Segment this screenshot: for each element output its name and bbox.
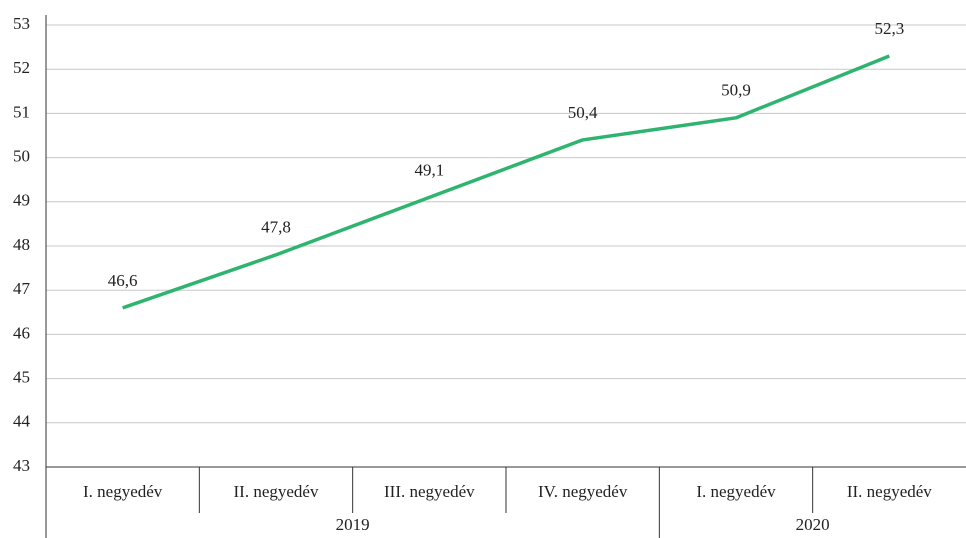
- y-tick-label: 50: [13, 147, 30, 166]
- x-tick-label: II. negyedév: [234, 482, 319, 501]
- group-label: 2019: [336, 515, 370, 534]
- y-tick-label: 53: [13, 14, 30, 33]
- y-tick-label: 43: [13, 456, 30, 475]
- data-line: [122, 54, 890, 310]
- x-tick-label: I. negyedév: [696, 482, 776, 501]
- data-label: 50,9: [721, 81, 751, 100]
- y-tick-label: 51: [13, 102, 30, 121]
- y-tick-label: 52: [13, 58, 30, 77]
- y-tick-label: 46: [13, 323, 30, 342]
- data-label: 52,3: [874, 19, 904, 38]
- y-tick-label: 48: [13, 235, 30, 254]
- y-tick-label: 49: [13, 191, 30, 210]
- data-label: 49,1: [414, 160, 444, 179]
- group-label: 2020: [796, 515, 830, 534]
- x-tick-label: IV. negyedév: [538, 482, 628, 501]
- y-tick-label: 44: [13, 412, 31, 431]
- x-tick-label: I. negyedév: [83, 482, 163, 501]
- x-tick-label: III. negyedév: [384, 482, 475, 501]
- data-label: 50,4: [568, 103, 598, 122]
- y-tick-label: 45: [13, 368, 30, 387]
- data-label: 46,6: [108, 271, 138, 290]
- y-tick-label: 47: [13, 279, 31, 298]
- data-label: 47,8: [261, 218, 291, 237]
- x-tick-label: II. negyedév: [847, 482, 932, 501]
